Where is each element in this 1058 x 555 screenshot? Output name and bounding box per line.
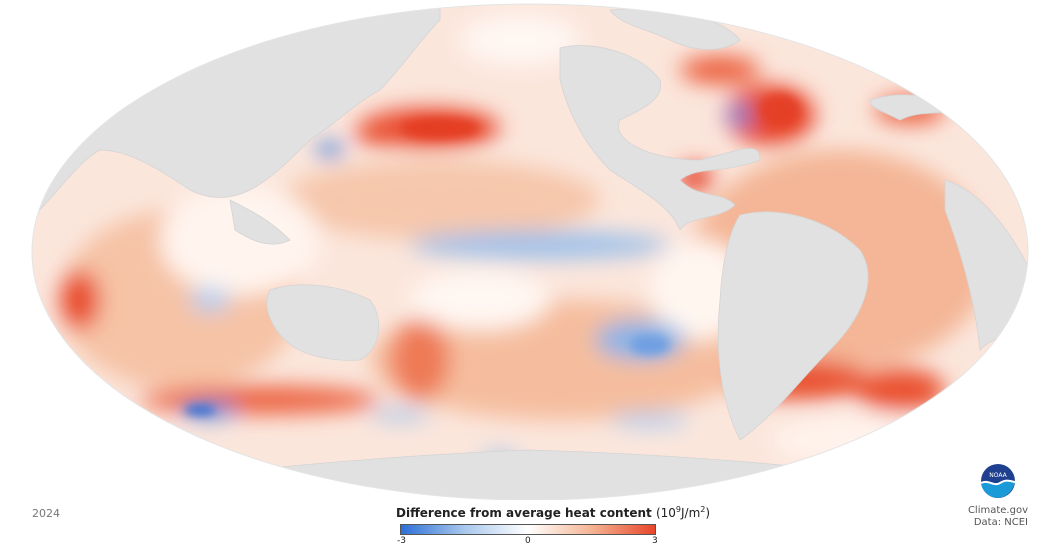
- south-america-land: [717, 211, 869, 441]
- map-outline: [31, 3, 1029, 500]
- svg-text:NOAA: NOAA: [989, 472, 1007, 479]
- legend-title-text: Difference from average heat content: [396, 506, 652, 520]
- legend-tick-min: -3: [397, 536, 406, 546]
- credit-site: Climate.gov: [967, 505, 1028, 516]
- legend-color-bar: [400, 524, 656, 535]
- year-label: 2024: [32, 507, 60, 520]
- legend-unit: (109J/m2): [655, 505, 711, 520]
- legend-tick-max: 3: [652, 536, 658, 546]
- north-america-land: [559, 45, 761, 231]
- credit-data-source: Data: NCEI: [973, 517, 1028, 528]
- legend-title: Difference from average heat content (10…: [396, 505, 710, 520]
- legend-tick-mid: 0: [525, 536, 531, 546]
- legend: Difference from average heat content (10…: [396, 505, 710, 547]
- legend-ticks: -3 0 3: [397, 535, 662, 547]
- credit: Climate.gov Data: NCEI: [968, 505, 1028, 529]
- world-heat-content-map: [31, 3, 1029, 500]
- antarctica-land: [32, 449, 1028, 500]
- map-globe: [32, 4, 1028, 500]
- maritime-se-asia-land: [229, 199, 291, 245]
- noaa-logo: NOAA: [980, 464, 1016, 498]
- anomaly-detail: [184, 94, 800, 415]
- australia-land: [266, 284, 379, 361]
